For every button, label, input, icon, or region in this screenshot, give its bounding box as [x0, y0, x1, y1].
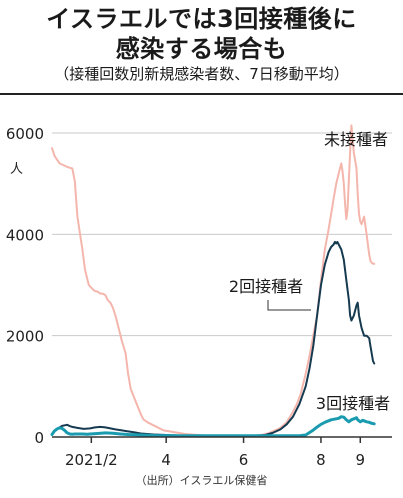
source-note: （出所）イスラエル保健省 [135, 474, 268, 487]
three-dose-line [50, 415, 376, 438]
unvaccinated-label: 未接種者 [324, 130, 388, 149]
x-tick-label: 9 [356, 451, 366, 469]
gridlines [52, 132, 392, 337]
series-annotations: 未接種者 2回接種者 3回接種者 [229, 130, 390, 413]
y-tick-label: 4000 [6, 226, 44, 244]
y-axis-unit-label: 人 [10, 162, 23, 177]
chart-title-line2: 感染する場合も [115, 35, 288, 63]
series-lines [50, 124, 376, 438]
x-axis-ticks: 2021/2 4 6 8 9 [65, 437, 365, 469]
y-axis-ticks: 0 2000 4000 6000 [6, 125, 44, 447]
y-tick-label: 2000 [6, 328, 44, 346]
x-tick-label: 8 [316, 451, 326, 469]
three-dose-label: 3回接種者 [316, 394, 390, 413]
x-tick-label: 2021/2 [65, 451, 118, 469]
unvaccinated-line [51, 124, 376, 437]
x-tick-label: 4 [161, 451, 171, 469]
title-divider [0, 93, 403, 95]
y-tick-label: 0 [34, 429, 44, 447]
chart-subtitle: （接種回数別新規感染者数、7日移動平均） [54, 65, 349, 83]
leader-line [267, 300, 311, 311]
x-tick-label: 6 [239, 451, 249, 469]
two-dose-label: 2回接種者 [229, 277, 303, 296]
two-dose-line [51, 240, 376, 437]
y-tick-label: 6000 [6, 125, 44, 143]
chart-title-line1: イスラエルでは3回接種後に [46, 5, 357, 33]
